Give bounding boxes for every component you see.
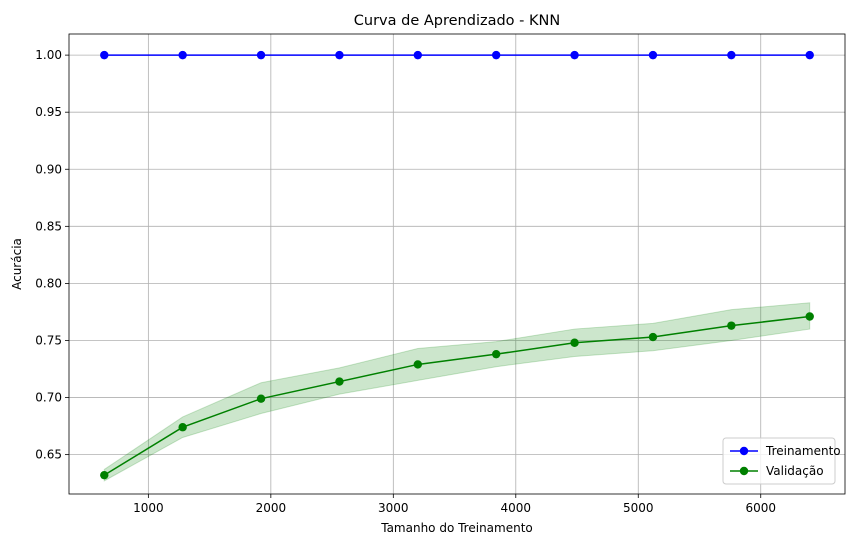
validation-point [413,360,423,369]
validation-std-band [103,302,811,482]
training-point [727,50,736,60]
y-axis-ticks: 0.65 0.70 0.75 0.80 0.85 0.90 0.95 1.00 [35,48,69,462]
training-point [805,50,814,60]
y-tick-label: 0.95 [35,105,62,119]
validation-point [256,394,266,403]
validation-point [570,338,579,347]
y-tick-label: 0.90 [35,162,62,176]
training-point [570,50,579,60]
training-point [256,50,266,60]
x-tick-label: 5000 [623,501,654,515]
y-tick-label: 0.75 [35,333,62,347]
chart-title: Curva de Aprendizado - KNN [354,13,560,29]
validation-point [648,332,658,342]
validation-point [335,377,344,386]
y-tick-label: 0.70 [35,391,62,405]
x-axis-ticks: 1000 2000 3000 4000 5000 6000 [133,494,776,515]
plot-frame [68,33,846,495]
legend-training-label: Treinamento [765,444,841,458]
y-tick-label: 0.65 [35,448,62,462]
validation-point [491,349,501,359]
validation-band [103,302,811,482]
training-point [648,50,658,60]
y-tick-label: 0.80 [35,276,62,290]
y-tick-label: 1.00 [35,48,62,62]
legend-box [722,437,836,485]
training-point [335,50,344,60]
legend: Treinamento Validação [722,437,841,485]
training-point [491,50,501,60]
y-axis-title: Acurácia [10,238,24,290]
x-tick-label: 3000 [378,501,409,515]
validation-line [103,315,810,476]
validation-point [178,423,187,432]
training-point [100,50,109,60]
x-tick-label: 6000 [745,501,776,515]
validation-point [727,321,736,330]
x-tick-label: 1000 [133,501,164,515]
validation-point [100,470,109,480]
x-tick-label: 2000 [256,501,287,515]
legend-validation-label: Validação [766,464,824,478]
series [100,50,814,480]
y-tick-label: 0.85 [35,219,62,233]
x-axis-title: Tamanho do Treinamento [380,521,533,535]
legend-training-marker [739,446,749,456]
training-point [413,50,423,60]
x-tick-label: 4000 [501,501,532,515]
validation-point [805,312,814,321]
legend-validation-marker [739,466,749,476]
training-point [178,50,187,60]
